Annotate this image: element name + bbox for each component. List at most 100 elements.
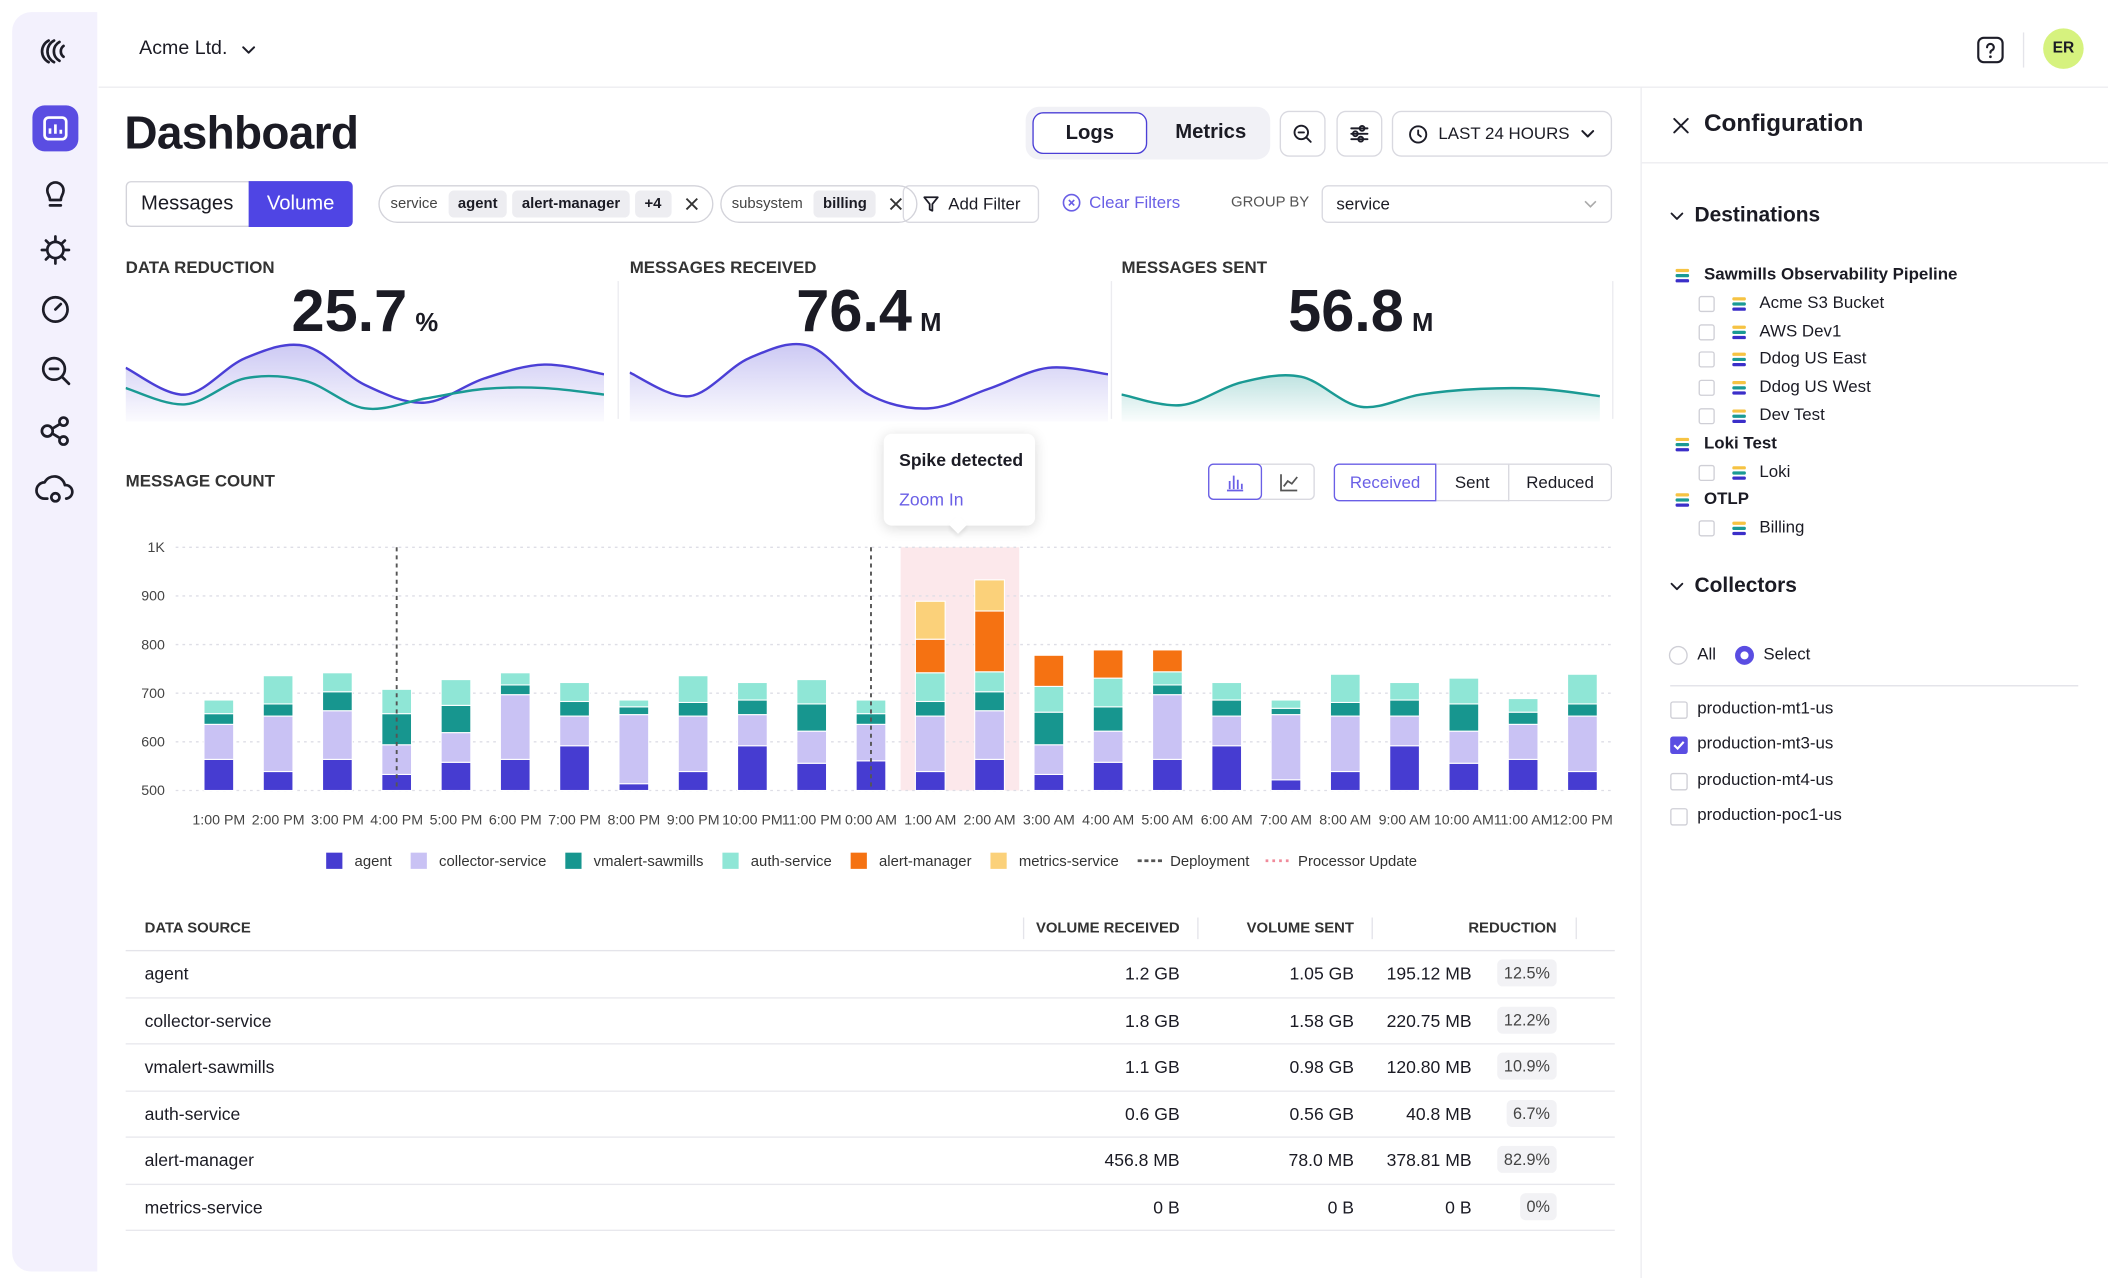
cell-source: auth-service (144, 1103, 241, 1124)
x-tick-label: 3:00 AM (1023, 812, 1075, 828)
nav-search[interactable] (41, 356, 71, 386)
legend-label: Processor Update (1298, 854, 1417, 870)
checkbox[interactable] (1698, 520, 1715, 537)
source-option[interactable]: Metrics (1175, 120, 1247, 144)
nav-monitor[interactable] (41, 295, 69, 323)
radio[interactable] (1735, 645, 1754, 665)
x-tick-label: 11:00 AM (1494, 812, 1553, 828)
bar-segment (559, 715, 590, 747)
user-avatar[interactable]: ER (2043, 28, 2084, 69)
bar-segment (618, 783, 650, 792)
bar-segment (914, 672, 946, 703)
sparkline (1121, 374, 1600, 422)
add-filter-button[interactable]: Add Filter (902, 185, 1040, 223)
clear-filters-button[interactable]: Clear Filters (1062, 193, 1180, 212)
destination-icon (1732, 297, 1746, 311)
nav-pipelines[interactable] (40, 416, 69, 446)
cell-reduction: 378.81 MB (1386, 1149, 1472, 1171)
checkbox[interactable] (1698, 408, 1715, 425)
y-tick-label: 500 (141, 783, 165, 799)
bar-segment (1211, 699, 1243, 717)
metric-option[interactable]: Reduced (1509, 463, 1613, 502)
checkbox[interactable] (1670, 701, 1688, 719)
settings-button[interactable] (1336, 110, 1383, 157)
nav-insights[interactable] (45, 181, 65, 207)
remove-filter[interactable] (887, 195, 906, 214)
destination-group[interactable]: OTLP (1703, 489, 1750, 509)
filter-chip[interactable]: service agent alert-manager +4 (378, 185, 713, 223)
group-by-select[interactable]: service (1321, 185, 1613, 223)
checkbox[interactable] (1670, 772, 1688, 790)
bar-view-button[interactable] (1208, 463, 1263, 500)
bar-segment (1507, 723, 1539, 760)
checkbox[interactable] (1698, 379, 1715, 397)
cell-source: metrics-service (144, 1196, 263, 1217)
remove-filter[interactable] (682, 195, 701, 214)
nav-processors[interactable] (40, 235, 71, 265)
row-border (125, 1043, 1615, 1045)
bar-segment (855, 699, 887, 715)
bar-segment (1211, 681, 1243, 701)
checkbox[interactable] (1698, 351, 1715, 369)
bar-segment (737, 745, 768, 792)
bar-segment (1270, 707, 1302, 716)
view-tab[interactable]: Volume (248, 181, 353, 228)
bar-segment (1211, 715, 1243, 747)
stat: 56.8 M (1122, 278, 1600, 346)
x-tick-label: 8:00 PM (607, 812, 660, 828)
bar-segment (1033, 685, 1065, 713)
bar-segment (1567, 715, 1598, 773)
time-range-button[interactable]: LAST 24 HOURS (1391, 110, 1613, 157)
bar-segment (321, 672, 353, 693)
org-chevron[interactable] (241, 42, 257, 58)
help-icon[interactable] (1976, 35, 2006, 65)
annotation-tooltip: Spike detected Zoom In (884, 433, 1036, 534)
close-icon[interactable] (1672, 116, 1691, 135)
metric-option[interactable]: Sent (1436, 463, 1510, 502)
checkbox[interactable] (1698, 464, 1715, 481)
x-tick-label: 9:00 PM (667, 812, 720, 828)
nav-cloud[interactable] (35, 475, 74, 503)
destination-icon (1732, 353, 1746, 367)
bar-segment (1152, 694, 1183, 760)
metric-option[interactable]: Received (1333, 463, 1437, 502)
org-name[interactable]: Acme Ltd. (139, 37, 228, 60)
view-tab[interactable]: Messages (140, 191, 234, 215)
cell-sent: 1.05 GB (1289, 963, 1354, 984)
add-filter: Add Filter (948, 194, 1021, 214)
chart-title: MESSAGE COUNT (125, 471, 275, 491)
time-range: LAST 24 HOURS (1438, 124, 1570, 144)
destination-group[interactable]: Loki Test (1703, 433, 1777, 453)
bar-segment (440, 732, 472, 763)
bar-segment (974, 610, 1005, 673)
checkbox[interactable] (1698, 295, 1715, 312)
legend-swatch (722, 852, 739, 869)
x-tick-label: 6:00 PM (489, 812, 542, 828)
section-chevron[interactable] (1669, 208, 1685, 224)
search-button[interactable] (1279, 110, 1326, 157)
line-view-button[interactable] (1262, 463, 1315, 499)
checkbox[interactable] (1698, 323, 1715, 340)
filter-key: service (390, 195, 438, 213)
bar-segment (1092, 677, 1124, 708)
zoom-in-link[interactable]: Zoom In (899, 489, 964, 510)
filter-chip[interactable]: subsystem billing (719, 185, 919, 223)
destination-group[interactable]: Sawmills Observability Pipeline (1703, 264, 1958, 284)
collector: production-mt3-us (1697, 734, 1834, 754)
bar-segment (321, 758, 353, 792)
page-title: Dashboard (124, 108, 359, 160)
checkbox[interactable] (1670, 736, 1688, 755)
bar-segment (1270, 779, 1302, 792)
radio[interactable] (1668, 645, 1688, 665)
section-chevron[interactable] (1669, 578, 1685, 594)
checkbox[interactable] (1670, 807, 1688, 826)
bar-segment (974, 691, 1005, 712)
bar-segment (1152, 758, 1183, 792)
cell-reduction: 220.75 MB (1386, 1010, 1472, 1031)
bar-segment (737, 714, 768, 747)
group-by-value: service (1336, 194, 1390, 214)
cell-received: 1.2 GB (1124, 963, 1180, 984)
stat-divider (1110, 281, 1113, 419)
source-option[interactable]: Logs (1032, 112, 1148, 155)
bar-segment (914, 770, 946, 792)
